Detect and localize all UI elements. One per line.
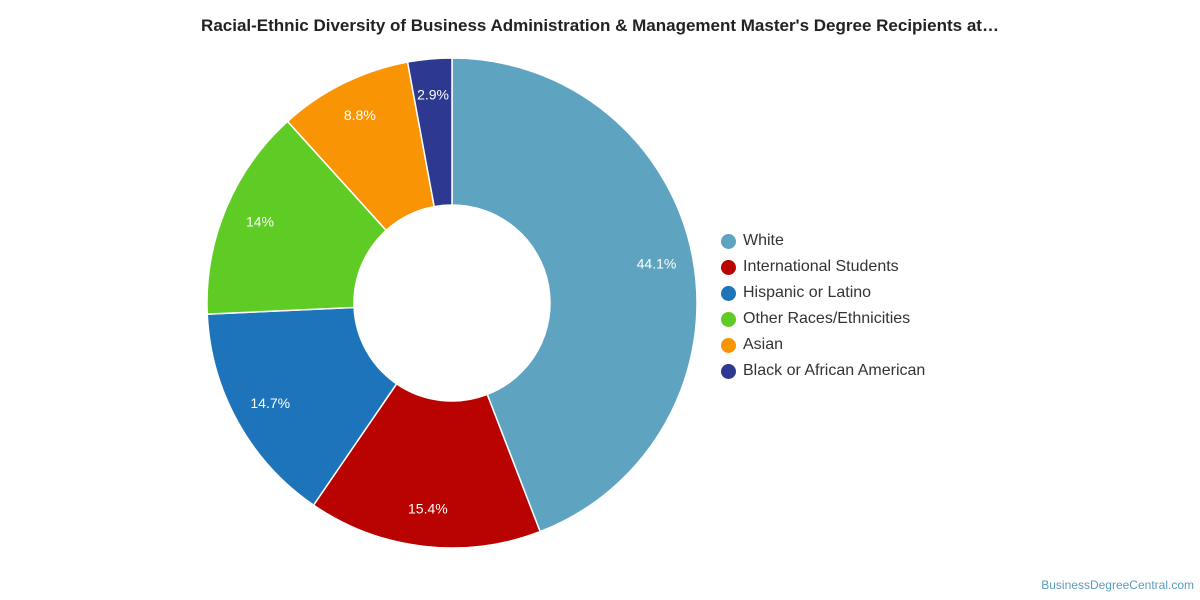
slice-international-students[interactable] [312,382,542,549]
slice-label-black-or-african-american: 2.9% [417,87,449,103]
watermark: BusinessDegreeCentral.com [1041,578,1194,592]
legend-item-white[interactable]: White [721,228,925,254]
chart-title: Racial-Ethnic Diversity of Business Admi… [201,16,999,35]
slice-label-other-races-ethnicities: 14% [246,214,274,230]
legend-swatch-black-or-african-american [721,363,736,379]
donut-slices [206,57,698,549]
legend-item-black-or-african-american[interactable]: Black or African American [721,358,925,384]
legend-swatch-hispanic-or-latino [721,285,736,301]
legend: White International Students Hispanic or L… [721,228,925,384]
legend-swatch-white [721,233,736,249]
legend-swatch-asian [721,337,736,353]
slice-hispanic-or-latino[interactable] [206,306,398,507]
legend-label-hispanic-or-latino: Hispanic or Latino [743,284,872,301]
legend-label-international-students: International Students [743,258,899,275]
slice-labels: 44.1% 15.4% 14.7% 14% 8.8% 2.9% [246,87,676,517]
slice-black-or-african-american[interactable] [406,57,453,208]
legend-item-hispanic-or-latino[interactable]: Hispanic or Latino [721,280,925,306]
slice-label-international-students: 15.4% [408,500,448,516]
legend-item-asian[interactable]: Asian [721,332,925,358]
slice-other-races-ethnicities[interactable] [206,120,388,315]
legend-label-asian: Asian [743,336,784,353]
legend-item-other-races-ethnicities[interactable]: Other Races/Ethnicities [721,306,925,332]
slice-white[interactable] [451,57,698,533]
slice-label-white: 44.1% [637,256,677,272]
legend-label-white: White [743,232,784,249]
legend-label-black-or-african-american: Black or African American [743,362,926,379]
slice-label-asian: 8.8% [344,107,376,123]
legend-item-international-students[interactable]: International Students [721,254,925,280]
legend-swatch-international-students [721,259,736,275]
legend-label-other-races-ethnicities: Other Races/Ethnicities [743,310,911,327]
legend-swatch-other-races-ethnicities [721,311,736,327]
slice-label-hispanic-or-latino: 14.7% [250,395,290,411]
